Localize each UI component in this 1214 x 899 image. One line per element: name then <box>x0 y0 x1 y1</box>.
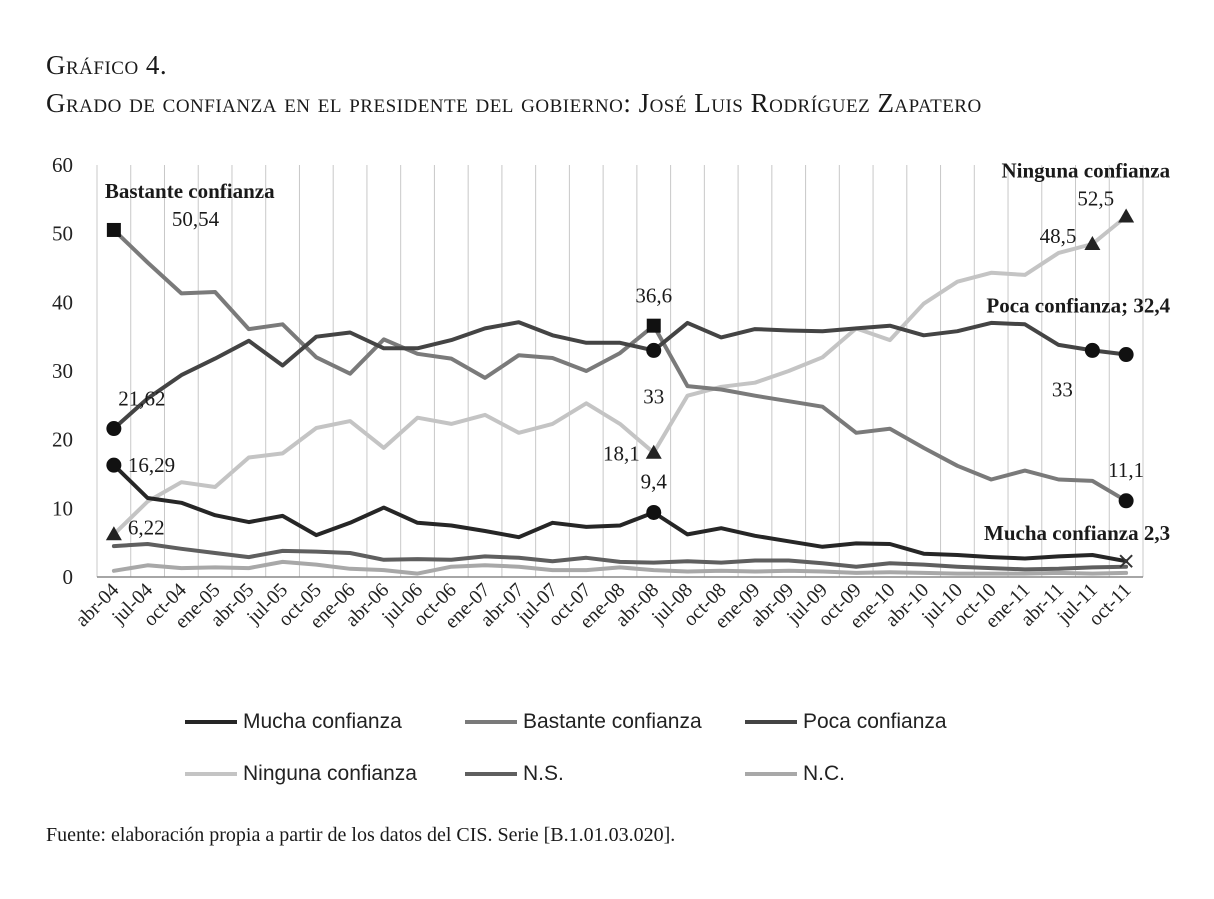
y-tick-label: 10 <box>52 496 73 520</box>
legend: Mucha confianza Bastante confianza Poca co… <box>185 710 1005 790</box>
legend-item-bastante: Bastante confianza <box>465 710 702 734</box>
line-chart: 0102030405060abr-04jul-04oct-04ene-05abr… <box>52 153 1171 633</box>
legend-label: Mucha confianza <box>243 710 402 733</box>
data-label: 48,5 <box>1040 224 1077 248</box>
legend-swatch <box>465 772 517 776</box>
legend-label: Poca confianza <box>803 710 947 733</box>
circle-marker <box>646 342 662 358</box>
data-label: 52,5 <box>1077 187 1114 211</box>
square-marker <box>646 318 661 333</box>
data-label: 21,62 <box>118 387 165 411</box>
circle-marker <box>1118 493 1134 509</box>
data-label: 18,1 <box>603 442 640 466</box>
legend-swatch <box>745 720 797 724</box>
chart-number: Gráfico 4. <box>46 50 168 80</box>
circle-marker <box>106 421 122 437</box>
triangle-marker <box>645 444 662 459</box>
legend-item-nc: N.C. <box>745 762 845 786</box>
data-label: 33 <box>643 384 664 408</box>
circle-marker <box>106 457 122 473</box>
data-label: 6,22 <box>128 515 165 539</box>
circle-marker <box>646 504 662 520</box>
x-marker <box>1119 554 1133 568</box>
legend-item-mucha: Mucha confianza <box>185 710 402 734</box>
series-line-nc <box>111 559 1129 576</box>
chart-title: Grado de confianza en el presidente del … <box>46 88 982 118</box>
legend-item-ninguna: Ninguna confianza <box>185 762 417 786</box>
y-tick-label: 50 <box>52 222 73 246</box>
series-line-mucha <box>111 463 1129 564</box>
y-tick-label: 30 <box>52 359 73 383</box>
data-label: Ninguna confianza <box>1002 159 1171 183</box>
square-marker <box>106 222 121 237</box>
legend-label: Ninguna confianza <box>243 762 417 785</box>
legend-swatch <box>185 720 237 724</box>
data-label: 16,29 <box>128 453 175 477</box>
series-line-bastante <box>111 228 1129 503</box>
legend-item-poca: Poca confianza <box>745 710 947 734</box>
data-label: 9,4 <box>641 469 668 493</box>
triangle-marker <box>105 526 122 541</box>
data-label: Bastante confianza <box>105 179 275 203</box>
source-note: Fuente: elaboración propia a partir de l… <box>46 824 676 846</box>
data-label: Mucha confianza 2,3 <box>984 521 1170 545</box>
legend-label: N.C. <box>803 762 845 785</box>
y-tick-label: 60 <box>52 153 73 177</box>
series-line-poca <box>111 320 1129 431</box>
circle-marker <box>1118 347 1134 363</box>
y-tick-label: 20 <box>52 428 73 452</box>
data-label: Poca confianza; 32,4 <box>986 294 1170 318</box>
series-line-ns <box>111 542 1129 572</box>
legend-label: N.S. <box>523 762 564 785</box>
circle-marker <box>1084 342 1100 358</box>
legend-swatch <box>185 772 237 776</box>
data-label: 11,1 <box>1108 458 1144 482</box>
data-label: 50,54 <box>172 207 220 231</box>
triangle-marker <box>1118 208 1135 223</box>
series-line-ninguna <box>111 214 1129 537</box>
legend-swatch <box>465 720 517 724</box>
y-tick-label: 40 <box>52 290 73 314</box>
legend-item-ns: N.S. <box>465 762 564 786</box>
data-label: 33 <box>1052 377 1073 401</box>
legend-label: Bastante confianza <box>523 710 702 733</box>
triangle-marker <box>1084 235 1101 250</box>
data-label: 36,6 <box>635 284 672 308</box>
y-tick-label: 0 <box>63 565 74 589</box>
legend-swatch <box>745 772 797 776</box>
